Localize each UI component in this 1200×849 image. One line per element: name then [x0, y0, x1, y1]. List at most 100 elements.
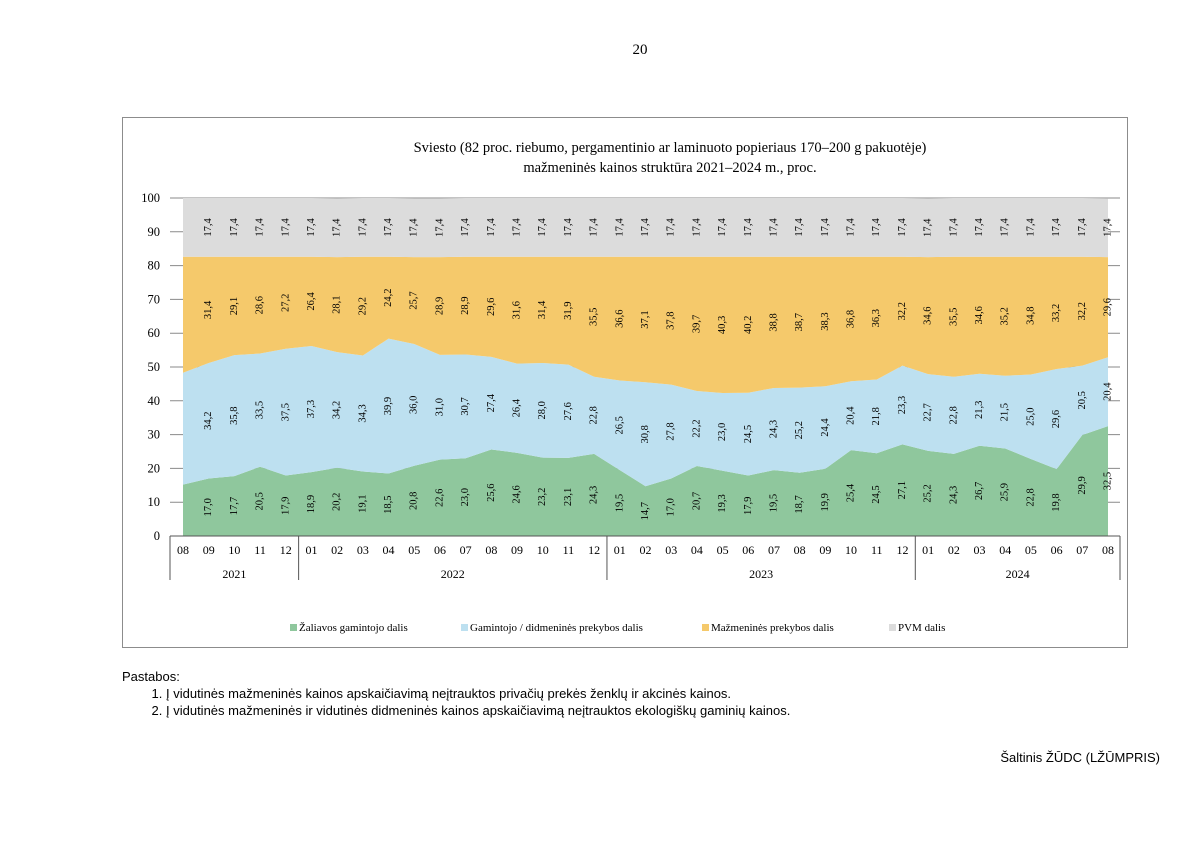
month-tick-label: 05 [408, 543, 420, 557]
data-label: 34,2 [332, 401, 343, 419]
data-label: 19,5 [768, 494, 779, 512]
data-label: 17,4 [666, 217, 677, 236]
month-tick-label: 08 [177, 543, 189, 557]
month-tick-label: 12 [896, 543, 908, 557]
data-label: 27,4 [486, 393, 497, 412]
data-label: 17,4 [434, 218, 445, 237]
data-label: 34,8 [1025, 306, 1036, 324]
data-label: 29,6 [486, 298, 497, 316]
data-label: 17,4 [948, 217, 959, 236]
data-label: 18,5 [383, 496, 394, 514]
data-label: 28,0 [537, 401, 548, 419]
data-label: 17,4 [897, 217, 908, 236]
area-series-2 [183, 256, 1108, 394]
data-label: 32,2 [897, 302, 908, 320]
data-label: 25,4 [846, 483, 857, 502]
data-label: 35,5 [589, 308, 600, 326]
month-tick-label: 11 [563, 543, 575, 557]
month-tick-label: 07 [460, 543, 472, 557]
data-label: 38,3 [820, 312, 831, 330]
data-label: 31,6 [512, 301, 523, 319]
data-label: 25,9 [1000, 483, 1011, 501]
year-label: 2022 [441, 567, 465, 581]
data-label: 17,4 [1025, 217, 1036, 236]
data-label: 17,7 [229, 497, 240, 515]
area-series-0 [183, 426, 1108, 536]
data-label: 19,1 [357, 495, 368, 513]
data-label: 17,9 [280, 497, 291, 515]
month-tick-label: 04 [691, 543, 703, 557]
data-label: 28,9 [460, 296, 471, 314]
legend-swatch [290, 624, 297, 631]
legend-label: Gamintojo / didmeninės prekybos dalis [470, 622, 643, 634]
data-label: 36,0 [409, 396, 420, 414]
chart-frame [122, 117, 1128, 648]
month-tick-label: 10 [228, 543, 240, 557]
data-label: 35,8 [229, 406, 240, 424]
month-tick-label: 10 [845, 543, 857, 557]
data-label: 34,6 [974, 306, 985, 324]
month-tick-label: 04 [999, 543, 1011, 557]
month-tick-label: 06 [434, 543, 446, 557]
data-label: 17,4 [486, 217, 497, 236]
year-label: 2024 [1006, 567, 1030, 581]
y-tick-label: 20 [148, 461, 161, 475]
month-tick-label: 01 [305, 543, 317, 557]
data-label: 17,4 [383, 217, 394, 236]
data-label: 28,6 [255, 296, 266, 314]
data-label: 17,4 [820, 217, 831, 236]
data-label: 22,8 [589, 406, 600, 424]
month-tick-label: 06 [742, 543, 754, 557]
data-label: 21,5 [1000, 403, 1011, 421]
data-label: 40,2 [743, 316, 754, 334]
month-tick-label: 03 [357, 543, 369, 557]
data-label: 17,0 [666, 498, 677, 516]
data-label: 17,4 [1051, 217, 1062, 236]
source-note: Šaltinis ŽŪDC (LŽŪMPRIS) [1000, 750, 1160, 765]
data-label: 20,5 [1077, 391, 1088, 409]
data-label: 23,3 [897, 396, 908, 414]
data-label: 17,4 [306, 217, 317, 236]
month-tick-label: 01 [614, 543, 626, 557]
data-label: 17,4 [563, 217, 574, 236]
note-item: Į vidutinės mažmeninės kainos apskaičiav… [166, 685, 790, 702]
month-tick-label: 08 [794, 543, 806, 557]
note-item: Į vidutinės mažmeninės ir vidutinės didm… [166, 702, 790, 719]
page-number: 20 [632, 42, 648, 58]
data-label: 25,6 [486, 484, 497, 502]
data-label: 26,4 [512, 398, 523, 417]
data-label: 17,4 [1000, 217, 1011, 236]
data-label: 38,7 [794, 313, 805, 331]
data-label: 20,4 [846, 406, 857, 425]
data-label: 29,6 [1051, 410, 1062, 428]
year-label: 2021 [222, 567, 246, 581]
data-label: 24,3 [768, 420, 779, 438]
data-label: 17,9 [743, 497, 754, 515]
data-label: 23,0 [460, 488, 471, 506]
month-tick-label: 06 [1051, 543, 1063, 557]
data-label: 21,8 [871, 407, 882, 425]
month-tick-label: 12 [588, 543, 600, 557]
data-label: 31,0 [434, 398, 445, 416]
data-label: 27,2 [280, 294, 291, 312]
data-label: 24,3 [948, 486, 959, 504]
data-label: 17,4 [229, 217, 240, 236]
data-label: 28,1 [332, 295, 343, 313]
data-label: 25,0 [1025, 407, 1036, 425]
data-label: 17,4 [614, 217, 625, 236]
data-label: 17,4 [871, 217, 882, 236]
data-label: 19,8 [1051, 493, 1062, 511]
y-tick-label: 70 [148, 292, 161, 306]
month-tick-label: 02 [640, 543, 652, 557]
data-label: 30,7 [460, 397, 471, 415]
data-label: 29,6 [1103, 298, 1114, 316]
month-tick-label: 07 [1076, 543, 1088, 557]
data-label: 24,6 [512, 485, 523, 503]
legend-label: Žaliavos gamintojo dalis [299, 622, 408, 634]
area-series-1 [183, 338, 1108, 487]
month-tick-label: 05 [1025, 543, 1037, 557]
data-label: 29,9 [1077, 476, 1088, 494]
data-label: 20,7 [691, 492, 702, 510]
data-label: 17,4 [768, 217, 779, 236]
